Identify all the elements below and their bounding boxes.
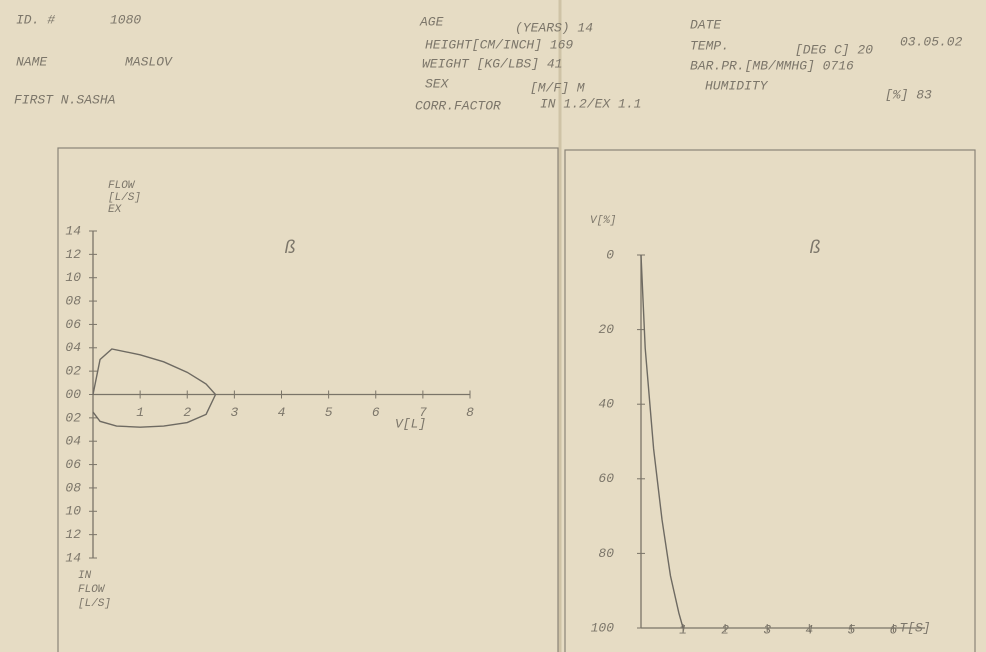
humidity-value: [%] 83: [885, 87, 932, 102]
y-tick-label: 06: [65, 317, 81, 332]
x-tick-label: 5: [847, 622, 855, 637]
y-tick-label: 12: [65, 527, 81, 542]
y-axis-label: FLOW: [78, 584, 106, 596]
sex: SEX: [425, 76, 450, 91]
symbol: ß: [285, 239, 296, 259]
report: ID. # 1080 NAME MASLOV FIRST N.SASHA AGE…: [0, 0, 986, 652]
y-tick-label: 04: [65, 434, 81, 449]
x-tick-label: 3: [230, 405, 238, 420]
y-tick-label: 80: [598, 546, 614, 561]
id: 1080: [110, 12, 141, 27]
y-tick-label: 40: [598, 397, 614, 412]
height: HEIGHT[CM/INCH] 169: [425, 37, 573, 52]
date-label: DATE: [690, 17, 721, 32]
y-tick-label: 14: [65, 223, 81, 238]
corr-value: IN 1.2/EX 1.1: [540, 96, 641, 111]
y-tick-label: 10: [65, 270, 81, 285]
x-tick-label: 8: [466, 405, 474, 420]
y-tick-label: 20: [598, 322, 614, 337]
y-axis-label: V[%]: [590, 215, 616, 227]
y-tick-label: 06: [65, 457, 81, 472]
name-label: NAME: [16, 54, 47, 69]
x-tick-label: 6: [372, 405, 380, 420]
x-tick-label: 1: [136, 405, 144, 420]
page: ID. # 1080 NAME MASLOV FIRST N.SASHA AGE…: [0, 0, 986, 652]
first-name: FIRST N.SASHA: [14, 92, 116, 107]
sex-value: [M/F] M: [530, 80, 585, 95]
id-label: ID. #: [16, 12, 55, 27]
weight: WEIGHT [KG/LBS] 41: [422, 56, 562, 71]
y-tick-label: 08: [65, 294, 81, 309]
age-value: (YEARS) 14: [515, 20, 593, 35]
x-tick-label: 4: [805, 622, 813, 637]
temp-label: TEMP.: [690, 38, 729, 53]
y-tick-label: 02: [65, 410, 81, 425]
x-axis-label: V[L]: [395, 416, 426, 431]
x-tick-label: 2: [183, 405, 191, 420]
x-tick-label: 1: [679, 622, 687, 637]
x-axis-label: T[S]: [899, 620, 930, 635]
x-tick-label: 3: [763, 622, 771, 637]
age: AGE: [419, 14, 444, 29]
y-tick-label: 12: [65, 247, 81, 262]
name: MASLOV: [125, 54, 173, 69]
temp-value: [DEG C] 20: [795, 42, 873, 57]
x-tick-label: 5: [325, 405, 333, 420]
y-axis-label: EX: [108, 204, 123, 216]
y-axis-label: IN: [78, 570, 92, 582]
pressure: BAR.PR.[MB/MMHG] 0716: [690, 58, 854, 73]
x-tick-label: 6: [890, 622, 898, 637]
corr-factor: CORR.FACTOR: [415, 98, 501, 113]
y-tick-label: 60: [598, 471, 614, 486]
y-tick-label: 08: [65, 480, 81, 495]
y-tick-label: 14: [65, 550, 81, 565]
y-axis-label: [L/S]: [108, 192, 141, 204]
symbol: ß: [810, 239, 821, 259]
y-axis-label: FLOW: [108, 180, 136, 192]
x-tick-label: 2: [721, 622, 729, 637]
x-tick-label: 4: [278, 405, 286, 420]
y-tick-label: 00: [65, 387, 81, 402]
y-tick-label: 100: [591, 620, 615, 635]
y-axis-label: [L/S]: [78, 598, 111, 610]
y-tick-label: 10: [65, 504, 81, 519]
date: 03.05.02: [900, 34, 963, 49]
y-tick-label: 0: [606, 247, 614, 262]
y-tick-label: 02: [65, 364, 81, 379]
y-tick-label: 04: [65, 340, 81, 355]
humidity-label: HUMIDITY: [705, 78, 769, 93]
